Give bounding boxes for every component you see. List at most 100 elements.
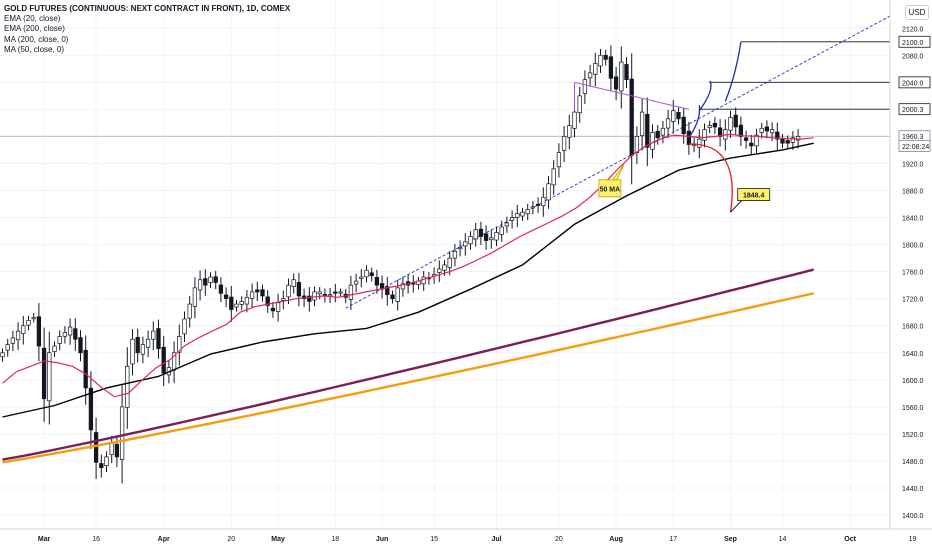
candle-up xyxy=(504,222,510,227)
price-tick: 1840.0 xyxy=(902,216,924,223)
candle-up xyxy=(728,117,733,131)
candle-down xyxy=(73,328,78,340)
time-tick: May xyxy=(271,536,285,543)
candle-up xyxy=(197,279,203,291)
candle-up xyxy=(244,296,250,305)
candle-down xyxy=(36,316,42,347)
candle-up xyxy=(494,232,499,241)
price-tick: 2120.0 xyxy=(902,26,924,33)
candle-up xyxy=(47,352,52,402)
candle-up xyxy=(119,406,125,460)
candle-down xyxy=(135,337,140,354)
candle-up xyxy=(151,330,156,340)
candle-up xyxy=(769,129,775,134)
legend-ma200[interactable]: MA (200, close, 0) xyxy=(4,34,69,44)
candle-up xyxy=(499,226,504,235)
candle-up xyxy=(457,246,463,250)
candle-up xyxy=(509,217,515,221)
time-axis[interactable]: Mar 16 Apr 20 May 18 Jun 15 Jul 20 Aug 17 Sep 14 Oct 19… xyxy=(0,528,932,543)
candle-up xyxy=(473,229,478,240)
candle-up xyxy=(702,129,707,141)
price-tick: 1880.0 xyxy=(902,189,924,196)
candle-up xyxy=(577,95,582,114)
price-label: 2040.0 xyxy=(902,80,924,87)
candle-series xyxy=(0,45,801,484)
candle-up xyxy=(281,298,286,301)
ma50-callout-label: 50 MA xyxy=(600,186,621,193)
time-tick: 15 xyxy=(430,536,438,543)
candle-down xyxy=(218,284,224,294)
candle-up xyxy=(109,443,114,456)
target-callout-pointer xyxy=(730,200,743,213)
price-label: 2000.3 xyxy=(902,107,924,114)
time-tick: Oct xyxy=(844,536,856,543)
candle-up xyxy=(348,284,354,300)
time-tick: Sep xyxy=(724,536,737,543)
candle-up xyxy=(52,345,57,352)
chart-legend: GOLD FUTURES (CONTINUOUS: NEXT CONTRACT … xyxy=(4,4,290,55)
currency-badge[interactable]: USD xyxy=(905,5,929,20)
candle-down xyxy=(229,296,234,310)
price-axis[interactable]: 2120.02080.02040.02000.01960.01920.01880… xyxy=(889,0,932,550)
candle-up xyxy=(639,111,645,136)
candle-up xyxy=(598,54,603,67)
candle-up xyxy=(192,287,198,307)
legend-ema20[interactable]: EMA (20, close) xyxy=(4,14,61,24)
candle-up xyxy=(249,291,255,299)
candle-up xyxy=(234,303,239,308)
candle-up xyxy=(62,332,68,337)
price-tick: 1760.0 xyxy=(902,270,924,277)
price-tick: 2080.0 xyxy=(902,53,924,60)
candle-up xyxy=(541,196,546,207)
candle-up xyxy=(10,337,16,344)
price-label-box xyxy=(898,76,931,89)
candle-down xyxy=(624,64,629,80)
candle-down xyxy=(161,346,166,374)
candle-up xyxy=(359,276,364,279)
candle-down xyxy=(483,233,489,241)
candle-down xyxy=(478,228,484,237)
legend-ma50[interactable]: MA (50, close, 0) xyxy=(4,44,65,54)
candle-down xyxy=(333,291,338,294)
candle-up xyxy=(364,269,369,278)
candle-up xyxy=(691,144,697,147)
candle-up xyxy=(187,303,192,319)
candle-down xyxy=(307,295,312,302)
candle-up xyxy=(660,127,666,136)
candle-up xyxy=(5,344,10,351)
candle-up xyxy=(520,211,525,217)
candle-down xyxy=(613,76,619,90)
candle-up xyxy=(26,319,31,326)
candle-up xyxy=(515,213,520,218)
candle-up xyxy=(582,79,588,94)
candle-up xyxy=(567,125,572,138)
price-tick: 1680.0 xyxy=(902,324,924,331)
ema200-line xyxy=(2,268,814,461)
candle-up xyxy=(400,283,406,290)
legend-ema200[interactable]: EMA (200, close) xyxy=(4,24,65,34)
candle-down xyxy=(780,138,785,144)
candle-down xyxy=(749,142,754,147)
candle-up xyxy=(556,152,562,168)
price-axis-bg xyxy=(890,0,932,550)
candle-down xyxy=(156,328,161,350)
time-tick: 16 xyxy=(92,536,100,543)
candle-down xyxy=(603,54,608,60)
trendline xyxy=(345,12,896,309)
candle-up xyxy=(239,301,244,305)
candle-up xyxy=(317,291,322,295)
candle-up xyxy=(140,344,146,355)
projection-up-1 xyxy=(688,105,701,139)
candle-down xyxy=(785,140,790,144)
candle-down xyxy=(686,130,692,145)
candle-up xyxy=(447,257,452,268)
candle-up xyxy=(671,110,676,122)
candle-down xyxy=(712,123,718,128)
candle-down xyxy=(385,286,390,295)
candle-up xyxy=(15,330,21,341)
candle-down xyxy=(83,349,88,389)
candle-up xyxy=(21,325,26,334)
triangle-upper-line xyxy=(574,81,690,110)
price-label-box xyxy=(898,139,931,152)
